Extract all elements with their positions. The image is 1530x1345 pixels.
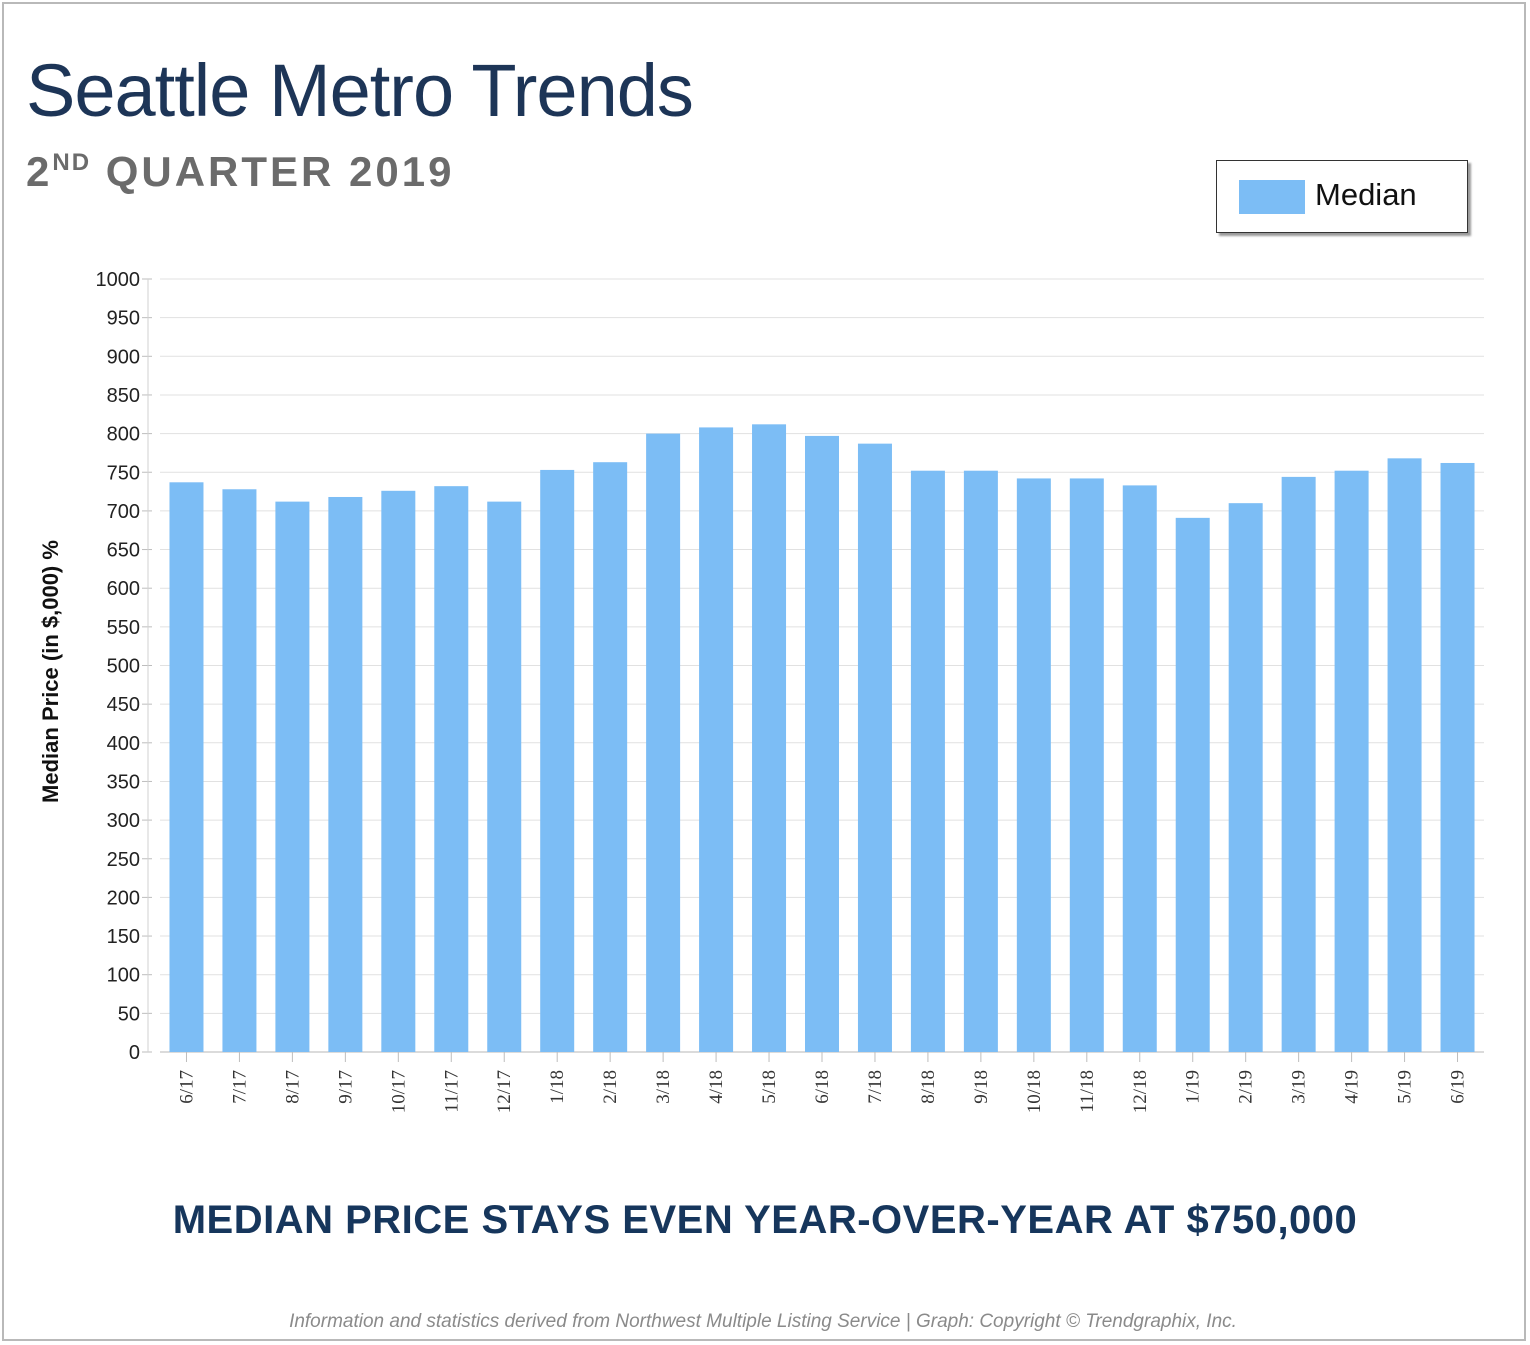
y-tick-label: 900 <box>107 346 140 368</box>
y-tick-label: 950 <box>107 308 140 330</box>
bar <box>1387 458 1422 1052</box>
x-tick-label: 2/18 <box>600 1070 621 1104</box>
x-tick-label: 1/18 <box>547 1070 568 1104</box>
bar <box>963 470 998 1053</box>
bar <box>1440 462 1475 1052</box>
y-tick-label: 200 <box>107 887 140 909</box>
bar <box>1228 503 1263 1052</box>
x-tick-label: 1/19 <box>1183 1070 1204 1104</box>
y-tick-label: 350 <box>107 771 140 793</box>
y-tick-label: 1000 <box>96 269 141 291</box>
x-tick-label: 11/18 <box>1077 1070 1098 1113</box>
bar <box>487 501 522 1052</box>
x-tick-label: 2/19 <box>1236 1070 1257 1104</box>
y-tick-label: 550 <box>107 617 140 639</box>
x-tick-label: 3/19 <box>1289 1070 1310 1104</box>
chart-headline: MEDIAN PRICE STAYS EVEN YEAR-OVER-YEAR A… <box>172 1198 1358 1242</box>
subtitle-ordinal: 2 <box>26 148 53 195</box>
y-tick-label: 700 <box>107 501 140 523</box>
x-tick-label: 5/19 <box>1395 1070 1416 1104</box>
bar <box>699 427 734 1052</box>
legend-label: Median <box>1315 177 1417 212</box>
y-tick-label: 450 <box>107 694 140 716</box>
bar <box>222 489 257 1053</box>
y-tick-label: 0 <box>129 1042 140 1064</box>
bar <box>805 435 839 1052</box>
x-tick-label: 10/17 <box>388 1070 409 1113</box>
y-tick-label: 850 <box>107 385 140 407</box>
x-tick-label: 9/18 <box>971 1070 992 1104</box>
y-tick-label: 100 <box>107 965 140 987</box>
x-tick-label: 7/18 <box>865 1070 886 1104</box>
x-tick-label: 11/17 <box>441 1070 462 1113</box>
bar <box>752 424 787 1053</box>
bar <box>1122 485 1157 1052</box>
bar <box>857 443 892 1052</box>
y-tick-label: 400 <box>107 733 140 755</box>
y-tick-label: 650 <box>107 540 140 562</box>
bar <box>1334 470 1369 1053</box>
x-tick-label: 10/18 <box>1024 1070 1045 1113</box>
bar <box>1175 517 1210 1052</box>
bar <box>593 462 628 1052</box>
x-tick-label: 6/17 <box>176 1070 197 1104</box>
y-tick-label: 150 <box>107 926 140 948</box>
page-title: Seattle Metro Trends <box>26 49 694 132</box>
bar <box>910 470 945 1053</box>
legend-swatch <box>1239 180 1305 214</box>
source-footer: Information and statistics derived from … <box>289 1311 1237 1332</box>
x-tick-label: 6/19 <box>1448 1070 1469 1104</box>
x-tick-label: 3/18 <box>653 1070 674 1104</box>
x-tick-label: 4/19 <box>1342 1070 1363 1104</box>
x-tick-label: 7/17 <box>229 1070 250 1104</box>
bar <box>1281 476 1316 1052</box>
subtitle-ordinal-suffix: ND <box>52 149 92 176</box>
y-tick-label: 800 <box>107 424 140 446</box>
y-tick-label: 500 <box>107 656 140 678</box>
x-tick-label: 9/17 <box>335 1070 356 1104</box>
x-tick-label: 4/18 <box>706 1070 727 1104</box>
x-tick-label: 12/17 <box>494 1070 515 1113</box>
chart-legend: Median <box>1216 160 1468 233</box>
bar <box>434 486 469 1052</box>
bar <box>169 482 204 1052</box>
y-tick-label: 600 <box>107 578 140 600</box>
bar <box>1069 478 1104 1053</box>
x-tick-label: 5/18 <box>759 1070 780 1104</box>
page-subtitle: 2ND QUARTER 2019 <box>26 148 454 196</box>
bar <box>275 501 310 1052</box>
bar <box>540 469 575 1052</box>
bar <box>328 496 363 1053</box>
y-tick-label: 300 <box>107 810 140 832</box>
y-tick-label: 50 <box>118 1003 140 1025</box>
x-tick-label: 8/17 <box>282 1070 303 1104</box>
bar <box>646 433 681 1053</box>
x-tick-label: 12/18 <box>1130 1070 1151 1113</box>
bar <box>381 490 416 1052</box>
x-tick-label: 8/18 <box>918 1070 939 1104</box>
bar <box>1016 478 1051 1053</box>
subtitle-rest: QUARTER 2019 <box>91 148 455 195</box>
y-tick-label: 750 <box>107 462 140 484</box>
y-tick-label: 250 <box>107 849 140 871</box>
y-axis-title: Median Price (in $,000) % <box>38 540 63 803</box>
x-tick-label: 6/18 <box>812 1070 833 1104</box>
